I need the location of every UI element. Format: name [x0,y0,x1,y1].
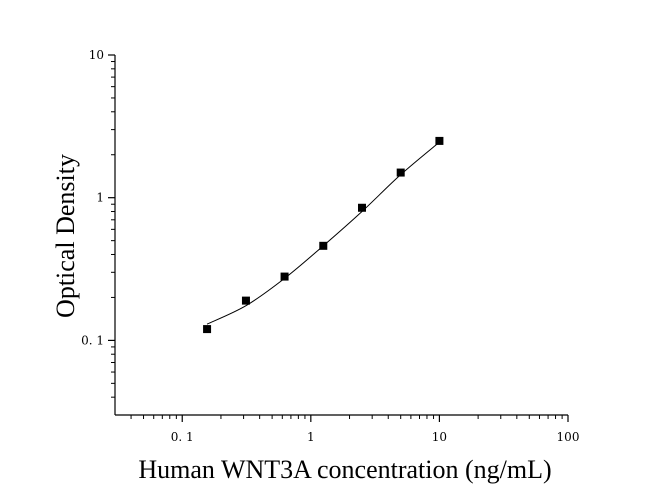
data-points [203,136,444,334]
minor-ticks [111,61,563,419]
data-point [203,325,212,334]
x-tick-label: 100 [557,430,580,444]
data-point [435,136,444,145]
major-ticks [108,54,569,422]
y-tick-label: 10 [89,48,104,62]
y-tick-label: 0. 1 [81,333,104,347]
x-tick-label: 0. 1 [171,430,194,444]
data-point [241,296,250,305]
x-axis-title: Human WNT3A concentration (ng/mL) [138,455,551,484]
data-point [357,203,366,212]
x-tick-label: 1 [307,430,315,444]
data-point [319,241,328,250]
data-point [396,168,405,177]
y-tick-labels: 0. 1 1 10 [81,48,104,347]
data-point [280,272,289,281]
y-tick-label: 1 [96,191,104,205]
x-tick-label: 10 [432,430,447,444]
y-axis-title: Optical Density [51,154,80,318]
x-tick-labels: 0. 1 1 10 100 [171,430,580,444]
